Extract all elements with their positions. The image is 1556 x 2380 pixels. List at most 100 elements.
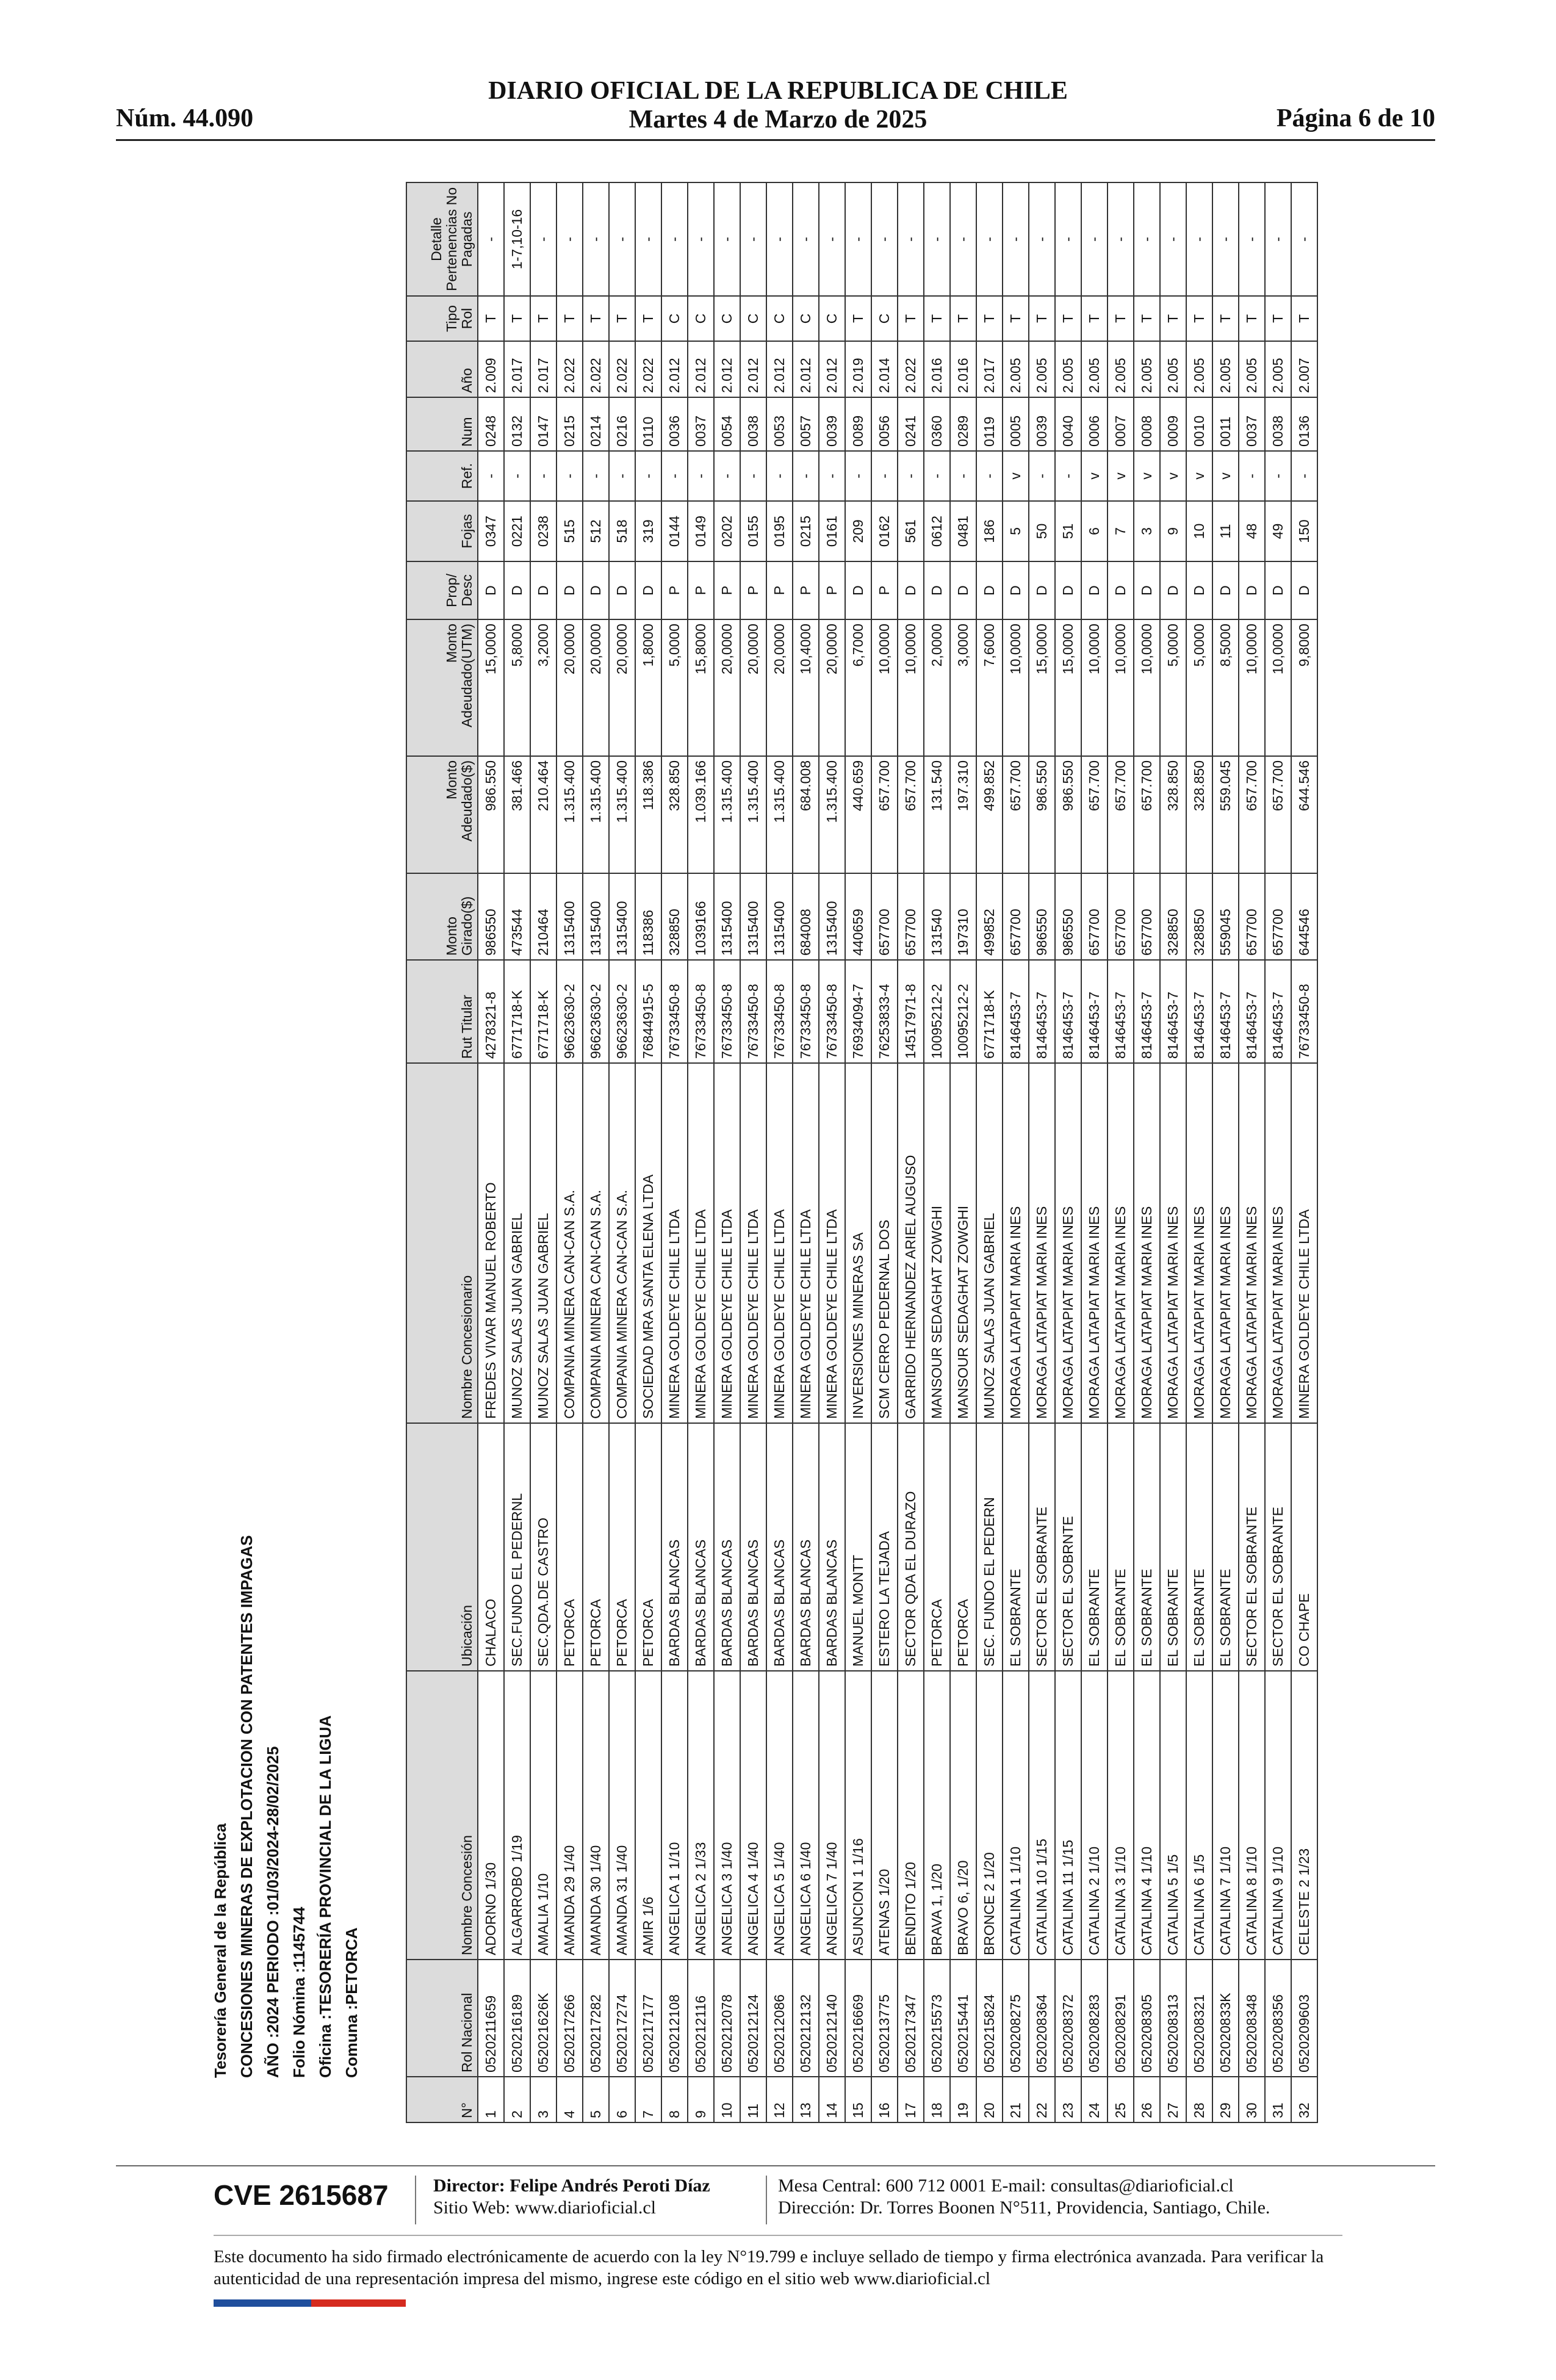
table-row: 21 0520208275 CATALINA 1 1/10 EL SOBRANTE MO… [1003, 182, 1029, 2122]
cell-nombre-concesion: AMANDA 31 1/40 [609, 1671, 635, 1960]
cell-prop-desc: D [583, 561, 609, 619]
cell-fojas: 3 [1134, 501, 1160, 561]
cell-nombre-concesionario: MUNOZ SALAS JUAN GABRIEL [530, 1063, 556, 1423]
cell-detalle-pertenencias: - [1291, 182, 1317, 296]
cell-rol-nacional: 0520212078 [714, 1960, 740, 2077]
website[interactable]: Sitio Web: www.diarioficial.cl [433, 2198, 657, 2218]
cell-tipo-rol: C [819, 296, 845, 341]
cell-rol-nacional: 0520212132 [793, 1960, 819, 2077]
cell-ubicacion: PETORCA [583, 1423, 609, 1671]
cell-monto-adeudado-utm: 15,0000 [1055, 619, 1081, 756]
cell-num-inscripcion: 0053 [766, 397, 793, 451]
cell-ref: - [1265, 451, 1291, 501]
cell-monto-adeudado-utm: 3,2000 [530, 619, 556, 756]
cell-prop-desc: D [845, 561, 871, 619]
cell-ubicacion: CO CHAPE [1291, 1423, 1317, 1671]
cell-detalle-pertenencias: - [688, 182, 714, 296]
cell-rut-titular: 76934094-7 [845, 960, 871, 1063]
cell-detalle-pertenencias: - [819, 182, 845, 296]
cell-nombre-concesionario: MINERA GOLDEYE CHILE LTDA [714, 1063, 740, 1423]
cell-ubicacion: EL SOBRANTE [1160, 1423, 1186, 1671]
cell-num-inscripcion: 0040 [1055, 397, 1081, 451]
cell-num-inscripcion: 0005 [1003, 397, 1029, 451]
cell-ref: v [1212, 451, 1239, 501]
cell-monto-adeudado: 210.464 [530, 756, 556, 873]
cell-fojas: 48 [1239, 501, 1265, 561]
cell-nombre-concesionario: MORAGA LATAPIAT MARIA INES [1186, 1063, 1212, 1423]
cell-monto-adeudado: 118.386 [635, 756, 661, 873]
cell-rut-titular: 8146453-7 [1186, 960, 1212, 1063]
cell-monto-girado: 657700 [1134, 873, 1160, 960]
cell-rut-titular: 4278321-8 [478, 960, 504, 1063]
table-row: 27 0520208313 CATALINA 5 1/5 EL SOBRANTE MOR… [1160, 182, 1186, 2122]
cell-prop-desc: P [871, 561, 898, 619]
cell-num: 30 [1239, 2077, 1265, 2122]
cell-anio: 2.022 [609, 341, 635, 397]
cell-tipo-rol: T [556, 296, 583, 341]
cell-num: 19 [950, 2077, 976, 2122]
cell-nombre-concesionario: MORAGA LATAPIAT MARIA INES [1108, 1063, 1134, 1423]
cell-num: 14 [819, 2077, 845, 2122]
cell-rol-nacional: 0520208348 [1239, 1960, 1265, 2077]
cell-fojas: 515 [556, 501, 583, 561]
cell-tipo-rol: C [871, 296, 898, 341]
cell-monto-adeudado-utm: 10,0000 [898, 619, 924, 756]
cell-anio: 2.012 [793, 341, 819, 397]
cell-ref: - [1291, 451, 1317, 501]
cell-num: 17 [898, 2077, 924, 2122]
cell-anio: 2.009 [478, 341, 504, 397]
cell-rut-titular: 8146453-7 [1029, 960, 1055, 1063]
cell-monto-adeudado: 684.008 [793, 756, 819, 873]
cell-ubicacion: EL SOBRANTE [1081, 1423, 1108, 1671]
cell-num: 27 [1160, 2077, 1186, 2122]
cell-num-inscripcion: 0147 [530, 397, 556, 451]
table-row: 22 0520208364 CATALINA 10 1/15 SECTOR EL SO… [1029, 182, 1055, 2122]
cell-num-inscripcion: 0036 [661, 397, 688, 451]
cell-nombre-concesionario: COMPANIA MINERA CAN-CAN S.A. [609, 1063, 635, 1423]
cell-monto-adeudado: 657.700 [1239, 756, 1265, 873]
cell-ref: - [976, 451, 1003, 501]
cell-monto-adeudado-utm: 20,0000 [819, 619, 845, 756]
cell-nombre-concesionario: MORAGA LATAPIAT MARIA INES [1265, 1063, 1291, 1423]
cell-ubicacion: PETORCA [950, 1423, 976, 1671]
cell-prop-desc: D [1239, 561, 1265, 619]
cell-monto-adeudado-utm: 10,0000 [1134, 619, 1160, 756]
cell-detalle-pertenencias: 1-7,10-16 [504, 182, 530, 296]
cell-nombre-concesionario: FREDES VIVAR MANUEL ROBERTO [478, 1063, 504, 1423]
cell-tipo-rol: T [1291, 296, 1317, 341]
cell-tipo-rol: T [635, 296, 661, 341]
cell-rut-titular: 8146453-7 [1265, 960, 1291, 1063]
cell-nombre-concesionario: SCM CERRO PEDERNAL DOS [871, 1063, 898, 1423]
cell-prop-desc: P [819, 561, 845, 619]
cell-monto-adeudado: 1.315.400 [583, 756, 609, 873]
cell-ref: - [740, 451, 766, 501]
cell-fojas: 186 [976, 501, 1003, 561]
cell-ubicacion: SEC.QDA.DE CASTRO [530, 1423, 556, 1671]
cell-prop-desc: D [556, 561, 583, 619]
cell-ubicacion: SEC. FUNDO EL PEDERN [976, 1423, 1003, 1671]
cell-nombre-concesion: BRAVO 6, 1/20 [950, 1671, 976, 1960]
table-row: 13 0520212132 ANGELICA 6 1/40 BARDAS BLANCA… [793, 182, 819, 2122]
cell-monto-adeudado: 644.546 [1291, 756, 1317, 873]
cell-num: 26 [1134, 2077, 1160, 2122]
cell-monto-adeudado-utm: 15,8000 [688, 619, 714, 756]
cell-detalle-pertenencias: - [871, 182, 898, 296]
cell-tipo-rol: C [793, 296, 819, 341]
table-row: 8 0520212108 ANGELICA 1 1/10 BARDAS BLANCAS… [661, 182, 688, 2122]
cell-monto-girado: 197310 [950, 873, 976, 960]
cell-rol-nacional: 0520208364 [1029, 1960, 1055, 2077]
table-row: 19 0520215441 BRAVO 6, 1/20 PETORCA MANSOUR … [950, 182, 976, 2122]
cell-detalle-pertenencias: - [609, 182, 635, 296]
cell-rol-nacional: 0520216669 [845, 1960, 871, 2077]
cell-monto-adeudado-utm: 10,0000 [1003, 619, 1029, 756]
cell-monto-adeudado: 1.315.400 [714, 756, 740, 873]
cell-ref: - [845, 451, 871, 501]
cell-monto-adeudado: 328.850 [1186, 756, 1212, 873]
publication-date: Martes 4 de Marzo de 2025 [629, 106, 927, 134]
cell-num-inscripcion: 0011 [1212, 397, 1239, 451]
cell-rut-titular: 76733450-8 [1291, 960, 1317, 1063]
cell-num-inscripcion: 0119 [976, 397, 1003, 451]
cell-fojas: 0155 [740, 501, 766, 561]
cell-ubicacion: SECTOR EL SOBRANTE [1239, 1423, 1265, 1671]
column-header-rol-nacional: Rol Nacional [406, 1960, 478, 2077]
